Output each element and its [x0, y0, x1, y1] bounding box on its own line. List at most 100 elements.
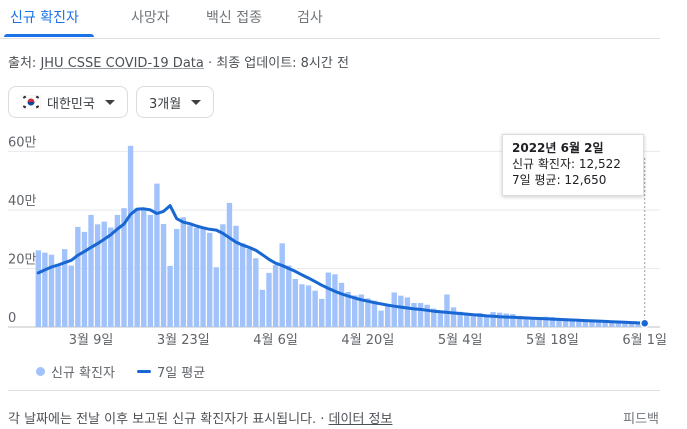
- bar: [325, 272, 332, 327]
- cases-chart[interactable]: 0 20만 40만 60만 3월 9일 3월 23일 4월 6일 4월 20일 5월 4일 5월 …: [0, 128, 670, 358]
- bar: [141, 209, 147, 327]
- bar: [94, 224, 101, 327]
- bar: [543, 316, 549, 327]
- average-line: [36, 204, 647, 325]
- tooltip-date: 2022년 6월 2일: [512, 141, 604, 155]
- bar: [272, 264, 279, 327]
- bar: [174, 228, 180, 327]
- bar: [384, 305, 391, 327]
- average-legend-swatch: [136, 370, 151, 373]
- bar: [470, 316, 477, 327]
- bar: [286, 265, 292, 327]
- bar: [114, 214, 121, 327]
- period-dropdown[interactable]: 3개월: [136, 86, 215, 118]
- tab-new-cases[interactable]: 신규 확진자: [10, 10, 79, 26]
- bar: [589, 319, 595, 327]
- bar: [292, 279, 299, 327]
- data-info-link[interactable]: 데이터 정보: [328, 412, 393, 427]
- bar: [391, 292, 397, 327]
- bar: [529, 317, 536, 327]
- bar: [213, 267, 219, 327]
- bar: [147, 214, 154, 327]
- bar: [457, 311, 463, 327]
- source-link[interactable]: JHU CSSE COVID-19 Data: [40, 56, 204, 71]
- tooltip-average: 7일 평균: 12,650: [512, 173, 607, 187]
- region-label: 대한민국: [47, 96, 95, 112]
- bar: [180, 217, 187, 327]
- chart-legend: 신규 확진자 7일 평균: [36, 362, 205, 381]
- bar: [569, 318, 575, 327]
- x-tick-label: 5월 4일: [438, 333, 483, 348]
- y-tick-label: 20만: [8, 252, 37, 267]
- x-tick-label: 3월 9일: [69, 333, 114, 348]
- bar: [154, 183, 160, 327]
- bar: [398, 295, 404, 327]
- bar: [279, 243, 285, 327]
- tab-deaths[interactable]: 사망자: [131, 10, 170, 26]
- bar: [42, 252, 48, 327]
- bar: [444, 294, 450, 327]
- bar: [239, 243, 246, 327]
- bar: [595, 320, 602, 327]
- bar: [233, 225, 239, 327]
- y-tick-label: 0: [8, 311, 16, 326]
- bar: [437, 311, 444, 327]
- source-line: 출처: JHU CSSE COVID-19 Data · 최종 업데이트: 8시…: [8, 52, 349, 71]
- source-prefix: 출처:: [8, 56, 41, 71]
- bar: [523, 316, 529, 327]
- feedback-link[interactable]: 피드백: [623, 412, 659, 427]
- bar: [576, 319, 582, 327]
- bar: [496, 312, 503, 327]
- bar: [378, 310, 384, 327]
- bar: [345, 291, 351, 327]
- x-tick-label: 4월 6일: [253, 333, 298, 348]
- bar: [602, 321, 608, 327]
- bar: [187, 225, 193, 327]
- bar: [549, 317, 556, 327]
- bar: [431, 308, 437, 327]
- cases-legend-swatch: [36, 367, 45, 376]
- bar: [556, 318, 562, 327]
- bar: [266, 272, 272, 327]
- tab-bar: 신규 확진자 사망자 백신 접종 검사: [0, 0, 660, 39]
- x-tick-label: 5월 18일: [526, 333, 579, 348]
- bar: [622, 322, 628, 327]
- cases-legend-label: 신규 확진자: [51, 366, 115, 381]
- bar: [464, 314, 470, 327]
- tooltip-cases: 신규 확진자: 12,522: [512, 157, 621, 171]
- tab-testing[interactable]: 검사: [297, 10, 323, 26]
- bar: [358, 294, 364, 327]
- bar: [259, 289, 266, 327]
- bar: [206, 232, 213, 327]
- chevron-down-icon: [191, 99, 202, 105]
- update-time: · 최종 업데이트: 8시간 전: [203, 56, 349, 71]
- bar: [305, 285, 312, 327]
- bar: [48, 254, 55, 327]
- hover-point: [639, 318, 650, 329]
- bar: [371, 300, 378, 327]
- bar: [75, 226, 81, 327]
- bar: [477, 312, 483, 327]
- bar: [503, 313, 509, 327]
- period-label: 3개월: [149, 96, 182, 112]
- region-dropdown[interactable]: 대한민국: [8, 86, 128, 118]
- bar: [121, 208, 127, 327]
- bar: [319, 298, 325, 327]
- bar: [88, 214, 94, 327]
- bar: [582, 319, 589, 327]
- bar: [220, 224, 226, 327]
- bar: [312, 290, 318, 327]
- bar: [193, 227, 200, 327]
- tab-vaccinations[interactable]: 백신 접종: [206, 10, 262, 26]
- bar: [615, 320, 622, 327]
- bar: [351, 295, 358, 327]
- bar: [536, 318, 542, 327]
- x-tick-label: 4월 20일: [341, 333, 394, 348]
- bar: [411, 303, 417, 327]
- x-tick-label: 3월 23일: [157, 333, 210, 348]
- divider: [8, 390, 660, 391]
- bar: [35, 250, 41, 327]
- bar: [253, 258, 259, 327]
- footer-text: 각 날짜에는 전날 이후 보고된 신규 확진자가 표시됩니다. ·: [8, 412, 329, 427]
- y-tick-label: 60만: [8, 135, 37, 150]
